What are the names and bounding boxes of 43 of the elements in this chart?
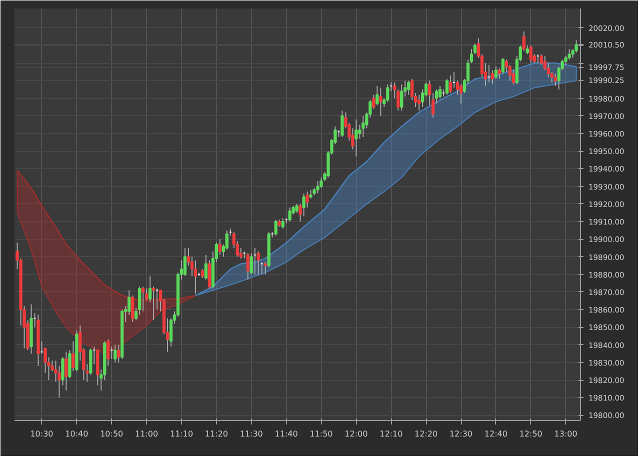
candlestick — [288, 206, 292, 222]
x-tick-label: 11:10 — [170, 430, 194, 438]
x-tick-label: 11:50 — [310, 430, 333, 438]
x-tick-label: 11:40 — [274, 430, 298, 438]
candlestick — [379, 87, 382, 116]
x-tick-label: 10:50 — [100, 430, 124, 438]
x-tick-label: 11:00 — [135, 430, 158, 438]
x-tick-label: 12:30 — [449, 430, 473, 438]
x-tick-label: 10:30 — [30, 430, 54, 438]
candlestick — [152, 286, 156, 321]
candlestick — [354, 118, 358, 157]
candlestick — [407, 80, 410, 96]
x-tick-label: 13:00 — [554, 430, 578, 438]
x-tick-label: 10:40 — [65, 430, 88, 438]
candlestick — [554, 73, 557, 86]
candlestick — [256, 250, 260, 275]
candlestick — [445, 78, 449, 96]
candlestick — [246, 252, 250, 280]
candlestick — [529, 44, 532, 64]
candlestick — [64, 351, 68, 392]
candlestick — [362, 115, 365, 138]
x-tick-label: 12:10 — [380, 430, 403, 438]
x-tick-label: 12:20 — [414, 430, 438, 438]
candlestick — [340, 110, 344, 138]
candlestick — [141, 286, 145, 312]
candlestick — [448, 74, 452, 94]
candlestick — [204, 254, 208, 280]
x-tick-label: 12:40 — [484, 430, 508, 438]
candlestick — [281, 218, 284, 230]
candlestick — [218, 238, 222, 256]
candlestick — [72, 340, 75, 372]
x-tick-label: 12:00 — [344, 430, 368, 438]
candlestick — [264, 262, 267, 275]
candlestick — [274, 219, 278, 236]
candlestick — [117, 344, 120, 363]
candlestick — [114, 344, 117, 363]
x-tick-label: 11:30 — [240, 430, 263, 438]
x-tick-label: 12:50 — [519, 430, 542, 438]
x-tick-label: 11:20 — [204, 430, 228, 438]
candlestick — [400, 84, 404, 112]
candlestick — [183, 247, 187, 277]
candlestick — [194, 260, 198, 294]
candlestick — [316, 180, 320, 194]
